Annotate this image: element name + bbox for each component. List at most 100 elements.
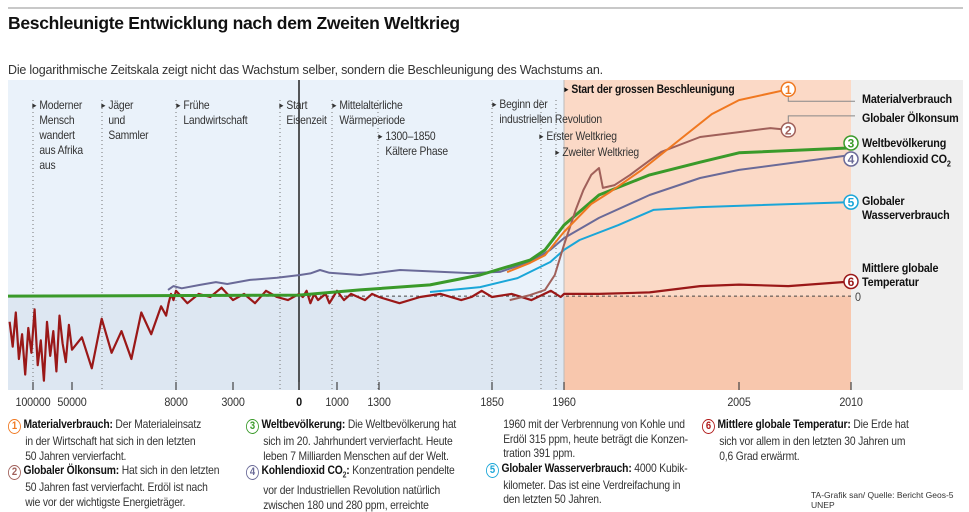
chart-background [8, 80, 963, 390]
event-label: Jäger und Sammler [108, 98, 149, 142]
event-waermeperiode: ► Mittelalterliche Wärmeperiode [331, 98, 405, 127]
tick-label: 50000 [57, 395, 87, 409]
event-moderner-mensch: ► Moderner Mensch wandert aus Afrika aus [31, 98, 83, 172]
region-pre-1960-lower [8, 296, 564, 390]
region-acceleration-upper [564, 80, 851, 297]
tick-label: 0 [296, 395, 302, 409]
event-label: Moderner Mensch wandert aus Afrika aus [39, 98, 83, 172]
number-label: 6 [848, 275, 855, 289]
note-weltbevoelkerung-co2: 3 Weltbevölkerung: Die Weltbevölkerung ha… [246, 417, 456, 512]
tick-label: 1300 [367, 395, 391, 409]
note-title: Weltbevölkerung: [261, 417, 346, 431]
note-text: den letzten 50 Jahren. [503, 492, 602, 507]
event-kaeltere-phase: ► 1300–1850 Kältere Phase [377, 129, 448, 158]
note-materialverbrauch: 1 Materialverbrauch: Der Materialeinsatz … [8, 417, 219, 509]
number-label: 3 [848, 137, 855, 151]
leader-line [787, 96, 855, 102]
page-title: Beschleunigte Entwicklung nach dem Zweit… [8, 13, 460, 33]
series-marker-5: 5 [843, 194, 859, 210]
tick-label: 3000 [221, 395, 245, 409]
note-text: wie vor der wichtigste Energieträger. [25, 494, 186, 509]
end-label-temperatur: Mittlere globale Temperatur [862, 261, 939, 289]
note-text: 0,6 Grad erwärmt. [719, 448, 800, 463]
tick-label: 1960 [552, 395, 576, 409]
event-label: 1300–1850 Kältere Phase [385, 129, 448, 158]
tick-label: 1000 [325, 395, 349, 409]
note-text: Der Materialeinsatz [112, 417, 202, 431]
number-label: 4 [848, 153, 855, 167]
number-badge-1: 1 [8, 419, 21, 434]
event-landwirtschaft: ► Frühe Landwirtschaft [175, 98, 248, 127]
series-marker-2: 2 [780, 115, 855, 138]
note-text: sich vor allem in den letzten 30 Jahren … [719, 434, 906, 448]
number-badge-5: 5 [486, 462, 499, 478]
note-text: 4000 Kubik- [631, 460, 688, 475]
series-line-1 [506, 88, 789, 274]
note-text: 1960 mit der Verbrennung von Kohle und [503, 417, 685, 431]
subtitle: Die logarithmische Zeitskala zeigt nicht… [8, 63, 603, 77]
number-badge-4: 4 [246, 465, 259, 481]
source-credit: TA-Grafik san/ Quelle: Bericht Geos-5 UN… [811, 490, 954, 510]
note-text: Die Weltbevölkerung hat [345, 417, 457, 431]
region-pre-1960-upper [8, 80, 564, 297]
number-badge-3: 3 [246, 419, 259, 434]
number-label: 2 [785, 123, 792, 137]
number-label: 5 [848, 196, 855, 210]
end-label-co2: Kohlendioxid CO2 [862, 152, 951, 171]
end-label-weltbevoelkerung: Weltbevölkerung [862, 136, 947, 150]
event-label: Start der grossen Beschleunigung [571, 82, 735, 96]
note-text: tration 391 ppm. [503, 446, 576, 461]
series-line-6 [8, 280, 852, 382]
series-lines [7, 88, 852, 382]
end-label-materialverbrauch: Materialverbrauch [862, 92, 952, 106]
event-erster-weltkrieg: ► Erster Weltkrieg [538, 129, 617, 143]
event-jaeger: ► Jäger und Sammler [100, 98, 149, 142]
end-label-line: Temperatur [862, 275, 919, 289]
leader-line [787, 115, 855, 123]
note-text: sich im 20. Jahrhundert vervierfacht. He… [263, 434, 453, 448]
number-circle [843, 194, 859, 210]
event-grosse-beschleunigung: ► Start der grossen Beschleunigung [563, 82, 735, 96]
end-label-wasserverbrauch: Globaler Wasserverbrauch [862, 194, 950, 222]
note-colon: : [346, 463, 350, 478]
note-text: leben 7 Milliarden Menschen auf der Welt… [263, 448, 449, 463]
tick-label: 2005 [727, 395, 751, 409]
baseline-label: 0 [855, 290, 861, 304]
note-title: Globaler Wasserverbrauch: [501, 460, 632, 475]
number-label: 1 [785, 83, 792, 97]
event-label: Frühe Landwirtschaft [183, 98, 248, 127]
note-title: Mittlere globale Temperatur: [717, 417, 851, 431]
number-circle [843, 135, 859, 151]
note-text: Konzentration pendelte [349, 463, 455, 478]
subscript: 2 [342, 470, 347, 480]
series-line-2 [509, 127, 789, 302]
event-label: Mittelalterliche Wärmeperiode [339, 98, 405, 127]
note-text: Hat sich in den letzten [119, 463, 220, 478]
note-text: vor der Industriellen Revolution natürli… [263, 483, 441, 498]
note-co2-wasser: 1960 mit der Verbrennung von Kohle und E… [486, 417, 688, 507]
number-circle [843, 151, 859, 167]
note-title: Kohlendioxid CO [261, 463, 343, 478]
event-industrielle-revolution: ► Beginn der industriellen Revolution [491, 97, 602, 126]
event-label: Erster Weltkrieg [546, 129, 617, 143]
number-circle [843, 273, 859, 290]
note-text: 50 Jahren fast vervierfacht. Erdöl ist n… [25, 480, 208, 495]
note-text: Die Erde hat [850, 417, 909, 431]
note-title: Globaler Ölkonsum: [23, 463, 120, 478]
end-label-co2-text: Kohlendioxid CO [862, 152, 947, 166]
series-line-5 [429, 201, 852, 293]
event-eisenzeit: ► Start Eisenzeit [278, 98, 327, 127]
region-acceleration-lower [564, 296, 851, 390]
series-marker-4: 4 [843, 151, 859, 167]
end-label-line: Wasserverbrauch [862, 208, 950, 222]
event-label: Beginn der industriellen Revolution [499, 97, 602, 126]
tick-label: 8000 [164, 395, 188, 409]
tick-label: 2010 [839, 395, 863, 409]
series-marker-3: 3 [843, 135, 859, 151]
end-label-line: Mittlere globale [862, 261, 939, 275]
number-badge-2: 2 [8, 465, 21, 481]
tick-label: 100000 [15, 395, 51, 409]
subscript: 2 [946, 159, 951, 169]
number-badge-6: 6 [702, 419, 715, 434]
